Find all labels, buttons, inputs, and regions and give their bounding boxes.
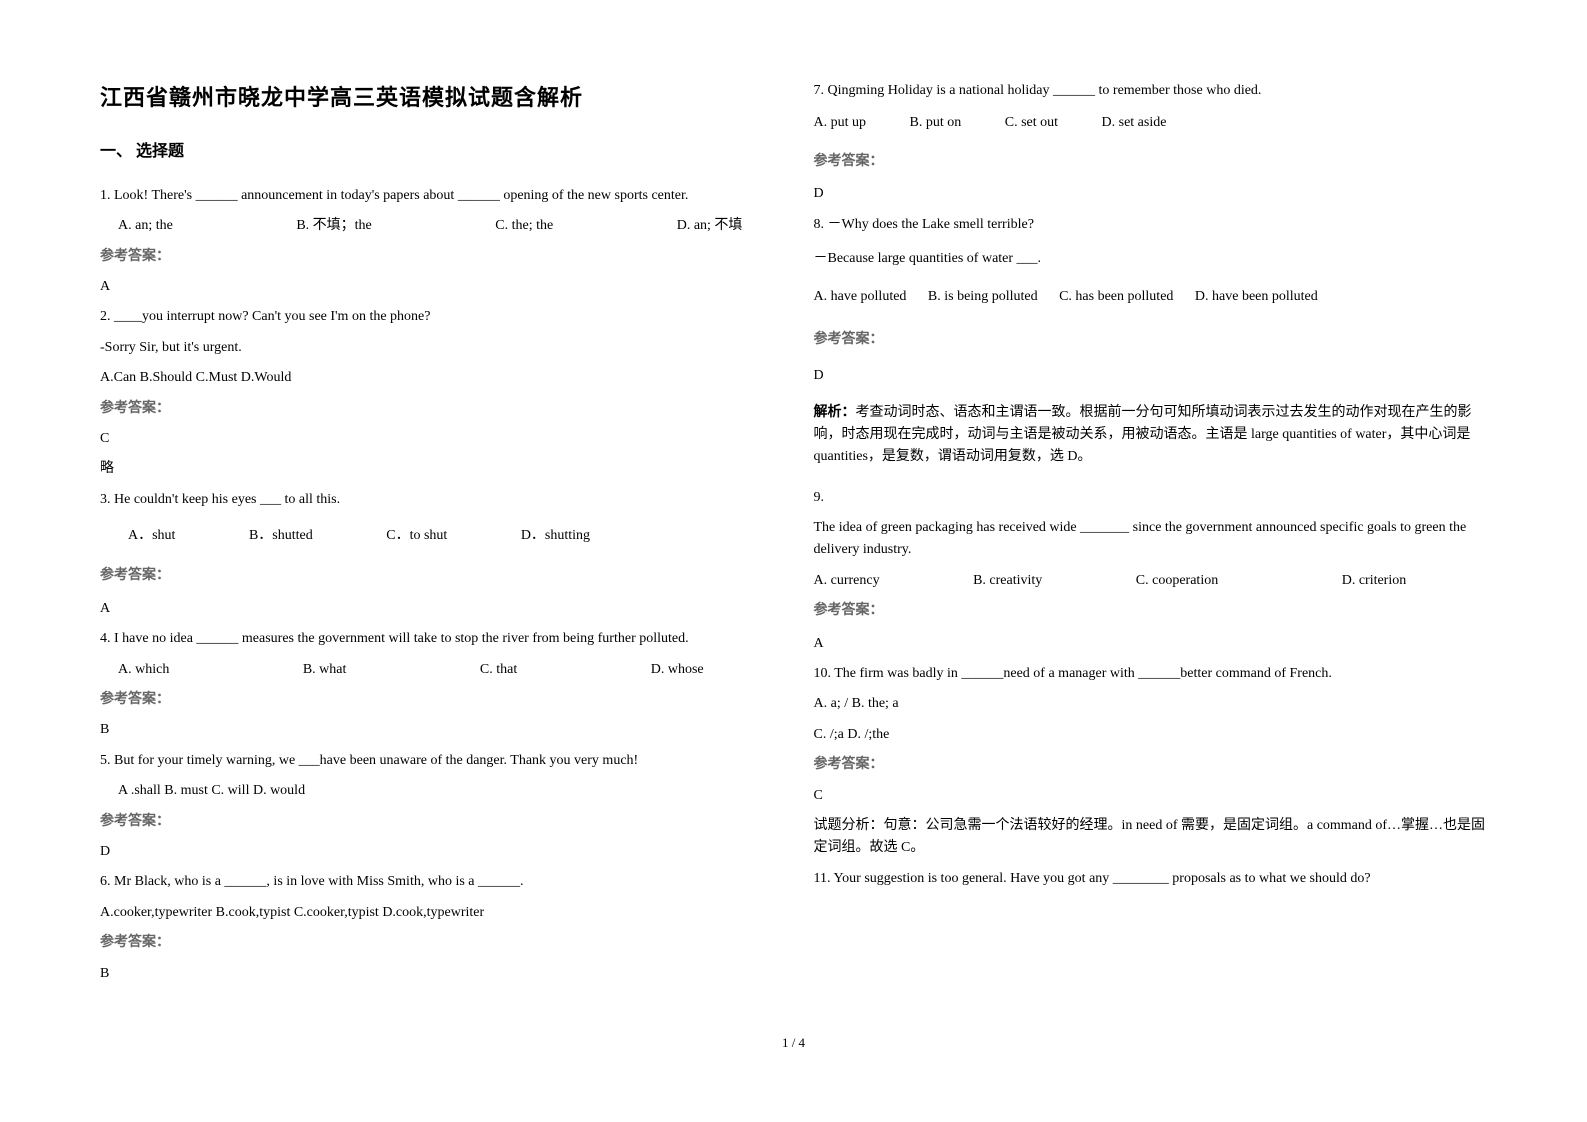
q4-option-a: A. which: [118, 659, 169, 681]
q4-option-b: B. what: [303, 659, 347, 681]
q6-answer: B: [100, 963, 774, 985]
q10-answer-label: 参考答案：: [814, 757, 884, 772]
q9-option-c: C. cooperation: [1136, 570, 1218, 592]
q9-answer: A: [814, 633, 1488, 655]
q9-option-b: B. creativity: [973, 570, 1042, 592]
q9-stem: The idea of green packaging has received…: [814, 517, 1488, 562]
right-column: 7. Qingming Holiday is a national holida…: [814, 80, 1488, 993]
q1-stem: 1. Look! There's ______ announcement in …: [100, 185, 774, 207]
q9-options: A. currency B. creativity C. cooperation…: [814, 570, 1488, 592]
q7-answer: D: [814, 183, 1488, 205]
q2-line2: -Sorry Sir, but it's urgent.: [100, 337, 774, 359]
q8-option-a: A. have polluted: [814, 286, 907, 308]
q5-options: A .shall B. must C. will D. would: [118, 780, 774, 802]
q7-option-b: B. put on: [910, 112, 962, 134]
q3-answer: A: [100, 598, 774, 620]
q5-answer: D: [100, 841, 774, 863]
q8-options: A. have polluted B. is being polluted C.…: [814, 286, 1488, 308]
q6-stem: 6. Mr Black, who is a ______, is in love…: [100, 871, 774, 893]
q8-option-b: B. is being polluted: [928, 286, 1038, 308]
q7-options: A. put up B. put on C. set out D. set as…: [814, 112, 1488, 134]
q1-option-b: B. 不填；the: [296, 215, 371, 237]
page-footer: 1 / 4: [0, 1013, 1587, 1074]
q7-option-a: A. put up: [814, 112, 867, 134]
q10-analysis-label: 试题分析：: [814, 818, 884, 833]
q1-options: A. an; the B. 不填；the C. the; the D. an; …: [100, 215, 774, 237]
q9-answer-label: 参考答案：: [814, 603, 884, 618]
q8-option-c: C. has been polluted: [1059, 286, 1173, 308]
q2-options: A.Can B.Should C.Must D.Would: [100, 367, 774, 389]
q4-option-c: C. that: [480, 659, 517, 681]
q3-options: A．shut B．shutted C．to shut D．shutting: [128, 525, 774, 547]
q8-option-d: D. have been polluted: [1195, 286, 1318, 308]
q11-stem: 11. Your suggestion is too general. Have…: [814, 868, 1488, 890]
q1-answer: A: [100, 276, 774, 298]
q1-option-a: A. an; the: [118, 215, 173, 237]
document-title: 江西省赣州市晓龙中学高三英语模拟试题含解析: [100, 80, 774, 115]
q2-answer: C: [100, 428, 774, 450]
q2-stem: 2. ____you interrupt now? Can't you see …: [100, 306, 774, 328]
q8-stem: 8. －Why does the Lake smell terrible?: [814, 214, 1488, 236]
q8-line2: －Because large quantities of water ___.: [814, 248, 1488, 270]
q7-stem: 7. Qingming Holiday is a national holida…: [814, 80, 1488, 102]
q1-option-c: C. the; the: [495, 215, 553, 237]
q1-option-d: D. an; 不填: [677, 215, 743, 237]
q4-answer-label: 参考答案：: [100, 692, 170, 707]
q10-options-line1: A. a; / B. the; a: [814, 693, 1488, 715]
q7-option-d: D. set aside: [1102, 112, 1167, 134]
q9-option-a: A. currency: [814, 570, 880, 592]
q7-answer-label: 参考答案：: [814, 154, 884, 169]
q5-stem: 5. But for your timely warning, we ___ha…: [100, 750, 774, 772]
q8-answer-label: 参考答案：: [814, 332, 884, 347]
q7-option-c: C. set out: [1005, 112, 1058, 134]
q4-stem: 4. I have no idea ______ measures the go…: [100, 628, 774, 650]
q4-answer: B: [100, 719, 774, 741]
left-column: 江西省赣州市晓龙中学高三英语模拟试题含解析 一、 选择题 1. Look! Th…: [100, 80, 774, 993]
q3-option-b: B．shutted: [249, 525, 313, 547]
q9-num: 9.: [814, 487, 1488, 509]
q8-explain-label: 解析：: [814, 405, 856, 420]
q6-options: A.cooker,typewriter B.cook,typist C.cook…: [100, 902, 774, 924]
q2-extra: 略: [100, 458, 774, 480]
q1-answer-label: 参考答案：: [100, 249, 170, 264]
q8-explain-text: 考查动词时态、语态和主谓语一致。根据前一分句可知所填动词表示过去发生的动作对现在…: [814, 405, 1472, 465]
q6-answer-label: 参考答案：: [100, 935, 170, 950]
q3-option-a: A．shut: [128, 525, 175, 547]
q10-stem: 10. The firm was badly in ______need of …: [814, 663, 1488, 685]
q10-analysis-text: 句意：公司急需一个法语较好的经理。in need of 需要，是固定词组。a c…: [814, 818, 1486, 855]
q4-option-d: D. whose: [651, 659, 704, 681]
q10-answer: C: [814, 785, 1488, 807]
page-container: 江西省赣州市晓龙中学高三英语模拟试题含解析 一、 选择题 1. Look! Th…: [0, 0, 1587, 1013]
q3-answer-label: 参考答案：: [100, 568, 170, 583]
section-1-heading: 一、 选择题: [100, 139, 774, 165]
q9-option-d: D. criterion: [1342, 570, 1407, 592]
q3-stem: 3. He couldn't keep his eyes ___ to all …: [100, 489, 774, 511]
q4-options: A. which B. what C. that D. whose: [100, 659, 774, 681]
q2-answer-label: 参考答案：: [100, 401, 170, 416]
q3-option-c: C．to shut: [386, 525, 447, 547]
q10-options-line2: C. /;a D. /;the: [814, 724, 1488, 746]
q8-answer: D: [814, 365, 1488, 387]
q5-answer-label: 参考答案：: [100, 814, 170, 829]
q3-option-d: D．shutting: [521, 525, 590, 547]
